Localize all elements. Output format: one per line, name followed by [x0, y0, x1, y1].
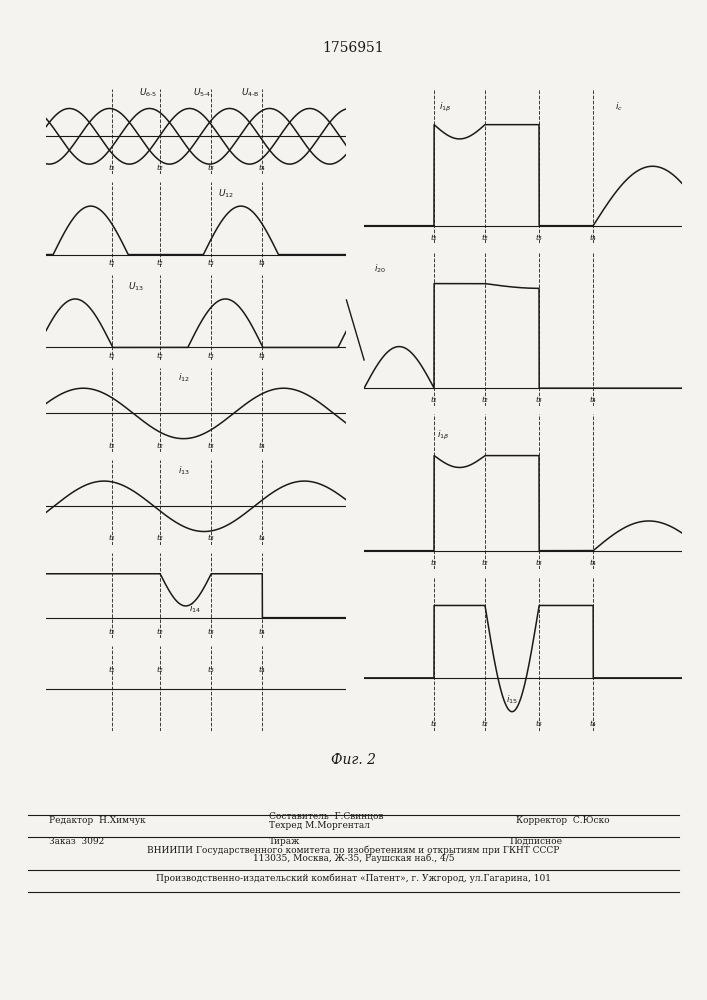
Text: Составитель  Г.Свинцов: Составитель Г.Свинцов — [269, 812, 383, 821]
Text: t₁: t₁ — [431, 720, 438, 728]
Text: $U_{\text{5-4}}$: $U_{\text{5-4}}$ — [193, 87, 211, 99]
Text: t₃: t₃ — [536, 234, 542, 242]
Text: t₁: t₁ — [431, 396, 438, 404]
Text: Фиг. 2: Фиг. 2 — [331, 753, 376, 767]
Text: t₃: t₃ — [536, 559, 542, 567]
Text: t₄: t₄ — [259, 164, 266, 172]
Text: t₂: t₂ — [157, 352, 163, 360]
Text: t₃: t₃ — [208, 259, 215, 267]
Text: t₁: t₁ — [109, 534, 115, 542]
Text: t₂: t₂ — [481, 720, 489, 728]
Text: $U_{\text{4-B}}$: $U_{\text{4-B}}$ — [241, 87, 259, 99]
Text: t₁: t₁ — [109, 352, 115, 360]
Text: t₃: t₃ — [536, 396, 542, 404]
Text: t₄: t₄ — [259, 666, 266, 674]
Text: $i_{1\beta}$: $i_{1\beta}$ — [439, 101, 451, 114]
Text: t₁: t₁ — [431, 234, 438, 242]
Text: Корректор  С.Юско: Корректор С.Юско — [516, 816, 609, 825]
Text: t₃: t₃ — [208, 164, 215, 172]
Text: t₂: t₂ — [481, 396, 489, 404]
Text: $i_{14}$: $i_{14}$ — [189, 603, 201, 615]
Text: t₂: t₂ — [157, 259, 163, 267]
Text: t₄: t₄ — [590, 396, 597, 404]
Text: t₄: t₄ — [259, 259, 266, 267]
Text: $i_{20}$: $i_{20}$ — [373, 263, 386, 275]
Text: t₃: t₃ — [208, 534, 215, 542]
Text: t₄: t₄ — [259, 628, 266, 636]
Text: t₄: t₄ — [590, 234, 597, 242]
Text: t₄: t₄ — [259, 442, 266, 450]
Text: t₂: t₂ — [157, 666, 163, 674]
Text: Тираж: Тираж — [269, 837, 300, 846]
Text: t₂: t₂ — [481, 234, 489, 242]
Text: t₁: t₁ — [109, 628, 115, 636]
Text: Техред М.Моргентал: Техред М.Моргентал — [269, 821, 370, 830]
Text: t₃: t₃ — [208, 628, 215, 636]
Text: Подписное: Подписное — [509, 837, 562, 846]
Text: t₁: t₁ — [109, 164, 115, 172]
Text: $i_{12}$: $i_{12}$ — [178, 371, 190, 384]
Text: t₄: t₄ — [590, 720, 597, 728]
Text: t₂: t₂ — [157, 442, 163, 450]
Text: t₄: t₄ — [590, 559, 597, 567]
Text: $U_{12}$: $U_{12}$ — [218, 187, 234, 200]
Text: t₂: t₂ — [481, 559, 489, 567]
Text: $U_{\text{б-5}}$: $U_{\text{б-5}}$ — [139, 87, 157, 99]
Text: $i_{15}$: $i_{15}$ — [506, 693, 518, 706]
Text: t₄: t₄ — [259, 352, 266, 360]
Text: t₂: t₂ — [157, 534, 163, 542]
Text: Редактор  Н.Химчук: Редактор Н.Химчук — [49, 816, 146, 825]
Text: t₃: t₃ — [208, 666, 215, 674]
Text: $i_c$: $i_c$ — [615, 100, 624, 113]
Text: t₂: t₂ — [157, 164, 163, 172]
Text: $i_{13}$: $i_{13}$ — [178, 464, 190, 477]
Text: 113035, Москва, Ж-35, Раушская наб., 4/5: 113035, Москва, Ж-35, Раушская наб., 4/5 — [252, 854, 455, 863]
Text: t₁: t₁ — [109, 442, 115, 450]
Text: t₁: t₁ — [109, 259, 115, 267]
Text: t₁: t₁ — [109, 666, 115, 674]
Text: t₃: t₃ — [536, 720, 542, 728]
Text: ВНИИПИ Государственного комитета по изобретениям и открытиям при ГКНТ СССР: ВНИИПИ Государственного комитета по изоб… — [147, 846, 560, 855]
Text: t₁: t₁ — [431, 559, 438, 567]
Text: t₃: t₃ — [208, 352, 215, 360]
Text: $i_{1\beta}$: $i_{1\beta}$ — [437, 429, 450, 442]
Text: 1756951: 1756951 — [322, 41, 385, 55]
Text: $U_{13}$: $U_{13}$ — [128, 280, 144, 293]
Text: Производственно-издательский комбинат «Патент», г. Ужгород, ул.Гагарина, 101: Производственно-издательский комбинат «П… — [156, 874, 551, 883]
Text: t₂: t₂ — [157, 628, 163, 636]
Text: Заказ  3092: Заказ 3092 — [49, 837, 105, 846]
Text: t₄: t₄ — [259, 534, 266, 542]
Text: t₃: t₃ — [208, 442, 215, 450]
